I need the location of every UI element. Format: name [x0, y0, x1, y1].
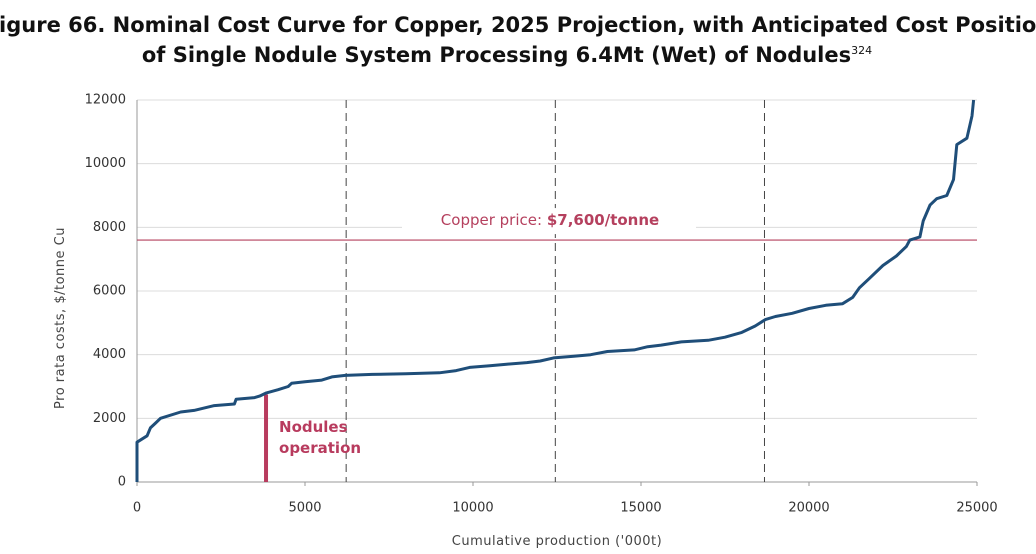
- x-tick-label: 25000: [956, 501, 997, 516]
- y-tick-label: 4000: [93, 347, 126, 362]
- x-tick-label: 20000: [788, 501, 829, 516]
- y-axis-label: Pro rata costs, $/tonne Cu: [53, 227, 68, 409]
- chart-title: Figure 66. Nominal Cost Curve for Copper…: [0, 13, 1036, 37]
- x-tick-label: 10000: [452, 501, 493, 516]
- cost-curve: [135, 99, 976, 482]
- copper-price-annotation: Copper price: $7,600/tonne: [441, 211, 659, 229]
- y-tick-label: 10000: [85, 156, 126, 171]
- title-superscript: 324: [851, 44, 872, 57]
- x-tick-label: 15000: [620, 501, 661, 516]
- y-tick-label: 12000: [85, 93, 126, 108]
- annotation-background: [402, 208, 696, 235]
- y-tick-label: 0: [118, 475, 126, 490]
- chart-title: of Single Nodule System Processing 6.4Mt…: [142, 43, 872, 67]
- x-tick-label: 0: [133, 501, 141, 516]
- nodules-label: operation: [279, 439, 361, 457]
- y-tick-label: 8000: [93, 220, 126, 235]
- y-tick-label: 6000: [93, 284, 126, 299]
- y-tick-label: 2000: [93, 411, 126, 426]
- nodules-label: Nodules: [279, 418, 348, 436]
- annotation-value: $7,600/tonne: [547, 211, 659, 229]
- x-tick-label: 5000: [288, 501, 321, 516]
- x-axis-label: Cumulative production ('000t): [452, 534, 662, 549]
- annotation-label: Copper price:: [441, 211, 542, 229]
- chart-title: of Single Nodule System Processing 6.4Mt…: [142, 43, 851, 67]
